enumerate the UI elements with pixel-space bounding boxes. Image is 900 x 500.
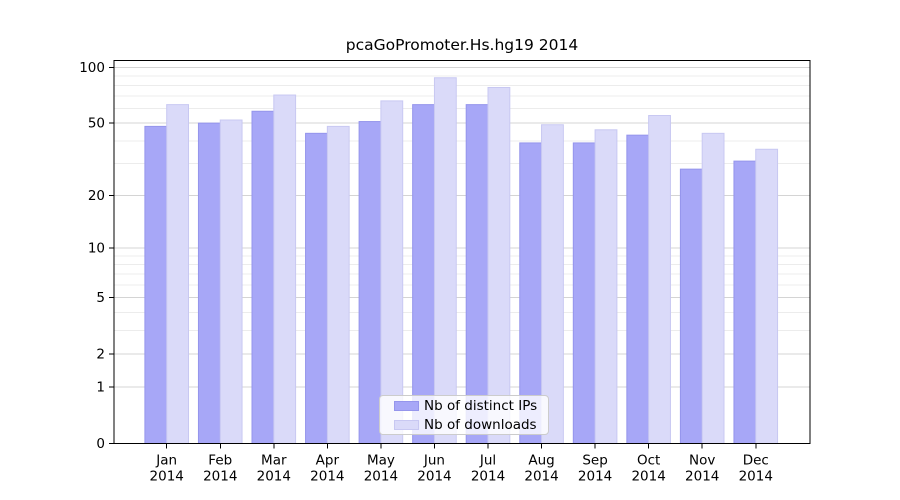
chart-title: pcaGoPromoter.Hs.hg19 2014 [345, 36, 579, 54]
bar-downloads [487, 86, 511, 444]
x-tick-label-year: 2014 [203, 469, 237, 485]
bar-distinct-ips [412, 104, 435, 444]
y-tick-label: 50 [88, 116, 105, 132]
bar-distinct-ips [197, 122, 221, 445]
bar-downloads [433, 77, 457, 445]
x-tick-label-month: Mar [261, 453, 287, 469]
x-tick-label-month: Dec [743, 453, 769, 469]
bar-distinct-ips [144, 125, 168, 444]
x-tick-label-year: 2014 [631, 469, 665, 485]
y-tick-label: 10 [88, 241, 105, 257]
y-tick-label: 100 [79, 60, 105, 76]
plot-frame [113, 60, 811, 444]
x-tick-label-month: Sep [582, 453, 607, 469]
x-tick-label-year: 2014 [150, 469, 184, 485]
bar-distinct-ips [305, 132, 328, 445]
x-tick-label-month: Jul [479, 453, 496, 469]
bar-downloads [701, 132, 725, 445]
bar-downloads [326, 125, 350, 444]
bar-downloads [380, 100, 404, 444]
legend-label-distinct-ips: Nb of distinct IPs [424, 397, 538, 414]
bar-distinct-ips [572, 142, 596, 444]
y-tick-label: 20 [88, 188, 105, 204]
x-tick-label-year: 2014 [257, 469, 291, 485]
x-tick-label-year: 2014 [524, 469, 558, 485]
x-tick-label-year: 2014 [471, 469, 505, 485]
x-tick-label-year: 2014 [578, 469, 612, 485]
legend-swatch-distinct-ips [394, 400, 419, 411]
y-tick-label: 0 [96, 436, 105, 452]
legend: Nb of distinct IPs Nb of downloads [379, 395, 549, 435]
bar-downloads [755, 148, 779, 444]
legend-item-distinct-ips: Nb of distinct IPs [394, 396, 548, 415]
bar-distinct-ips [358, 121, 382, 444]
x-tick-label-month: Oct [637, 453, 660, 469]
x-tick-label-year: 2014 [417, 469, 451, 485]
bar-distinct-ips [626, 134, 650, 444]
legend-label-downloads: Nb of downloads [424, 416, 537, 433]
x-tick-label-month: Jan [155, 453, 177, 469]
bar-distinct-ips [465, 104, 489, 444]
y-tick-label: 2 [96, 346, 105, 362]
bar-downloads [273, 94, 297, 444]
x-tick-label-month: May [367, 453, 395, 469]
bar-downloads [219, 119, 243, 444]
x-tick-label-year: 2014 [685, 469, 719, 485]
x-tick-label-month: Aug [528, 453, 554, 469]
x-tick-label-year: 2014 [310, 469, 344, 485]
legend-swatch-downloads [394, 419, 419, 430]
x-tick-label-month: Nov [689, 453, 715, 469]
x-tick-label-year: 2014 [739, 469, 773, 485]
legend-item-downloads: Nb of downloads [394, 415, 548, 434]
bar-downloads [594, 129, 618, 445]
bar-downloads [648, 115, 671, 444]
bar-distinct-ips [733, 160, 757, 445]
bar-distinct-ips [251, 110, 275, 445]
bar-downloads [166, 104, 189, 444]
x-tick-label-month: Feb [208, 453, 232, 469]
y-tick-label: 5 [96, 290, 105, 306]
y-tick-label: 1 [96, 380, 105, 396]
bar-distinct-ips [679, 168, 703, 445]
x-tick-label-year: 2014 [364, 469, 398, 485]
x-tick-label-month: Jun [423, 453, 445, 469]
x-tick-label-month: Apr [316, 453, 340, 469]
